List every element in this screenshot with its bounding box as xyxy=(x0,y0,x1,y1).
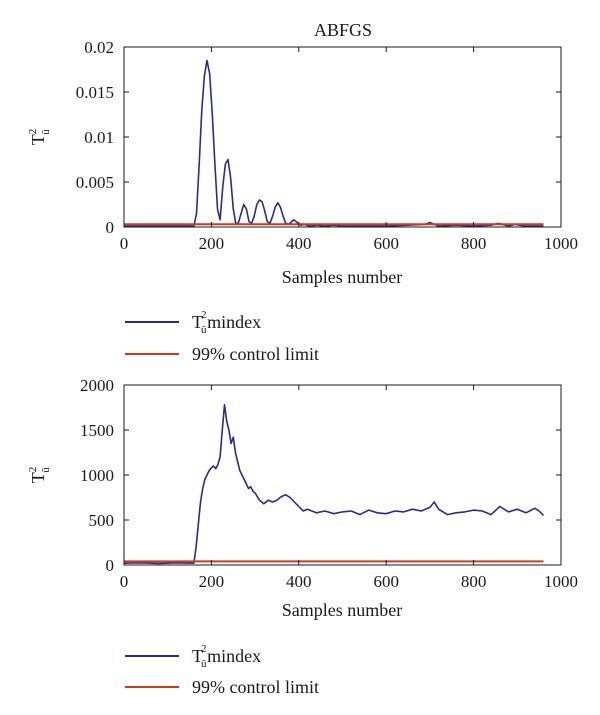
legend-statistic-bottom-text: T mindex xyxy=(192,646,261,666)
chart-bottom: 0 200 400 600 800 1000 0 500 1000 1500 2000 Sampl… xyxy=(27,376,578,697)
x-tick-label: 600 xyxy=(373,234,399,253)
y-axis-label-top-base: T xyxy=(28,134,48,145)
chart-title: ABFGS xyxy=(314,20,372,40)
series-statistic-line-top xyxy=(124,59,544,227)
svg-text:T2û: T2û xyxy=(27,129,52,146)
legend-statistic-bottom-sup: 2 xyxy=(201,643,207,655)
x-tick-label: 0 xyxy=(120,234,129,253)
x-tick-label: 800 xyxy=(461,234,487,253)
y-tick-label: 1000 xyxy=(80,466,114,485)
y-tick-label: 1500 xyxy=(80,421,114,440)
legend-statistic-top-sup: 2 xyxy=(201,309,207,321)
y-tick-label: 0.015 xyxy=(76,83,114,102)
x-tick-label: 1000 xyxy=(544,572,578,591)
svg-text:T2ũ: T2ũ xyxy=(27,467,52,484)
legend-statistic-top-sub: û xyxy=(201,324,207,336)
x-ticks-bottom: 0 200 400 600 800 1000 xyxy=(120,385,578,591)
axes-frame-bottom xyxy=(123,384,562,566)
legend-label-statistic-top: T mindex xyxy=(192,312,261,332)
x-tick-label: 1000 xyxy=(544,234,578,253)
y-tick-label: 0 xyxy=(106,218,115,237)
y-tick-label: 0 xyxy=(106,556,115,575)
x-tick-label: 0 xyxy=(120,572,129,591)
x-tick-label: 800 xyxy=(461,572,487,591)
x-tick-label: 200 xyxy=(199,234,225,253)
series-statistic-line-bottom xyxy=(123,403,545,565)
legend-label-statistic-bottom: T mindex xyxy=(192,646,261,666)
y-tick-label: 0.02 xyxy=(84,38,114,57)
y-ticks-top: 0 0.005 0.01 0.015 0.02 xyxy=(76,38,561,237)
y-axis-label-top: T2û xyxy=(27,129,52,146)
y-axis-label-top-sub: û xyxy=(40,129,52,135)
y-ticks-bottom: 0 500 1000 1500 2000 xyxy=(80,376,561,575)
axes-frame-top xyxy=(123,46,562,228)
chart-top: 0 200 400 600 800 1000 0 0.005 0.01 0.015 0.02 Sa… xyxy=(27,38,578,364)
y-axis-label-top-sup: 2 xyxy=(27,129,39,135)
x-tick-label: 600 xyxy=(373,572,399,591)
y-axis-label-bottom-sub: ũ xyxy=(40,467,52,473)
x-axis-label-bottom: Samples number xyxy=(282,600,402,620)
plot-area-top xyxy=(124,59,544,227)
legend-statistic-bottom-sub: ũ xyxy=(201,658,207,670)
y-tick-label: 0.01 xyxy=(84,128,114,147)
legend-bottom: T mindex 2 ũ 99% control limit xyxy=(125,643,319,697)
legend-top: T mindex 2 û 99% control limit xyxy=(125,309,319,364)
y-axis-label-bottom-sup: 2 xyxy=(27,467,39,473)
x-axis-label-top: Samples number xyxy=(282,267,402,287)
y-tick-label: 500 xyxy=(89,511,115,530)
x-tick-label: 400 xyxy=(286,572,312,591)
x-ticks-top: 0 200 400 600 800 1000 xyxy=(120,47,578,253)
legend-label-limit-bottom: 99% control limit xyxy=(192,677,319,697)
y-axis-label-bottom-base: T xyxy=(28,472,48,483)
legend-statistic-top-text: T mindex xyxy=(192,312,261,332)
legend-label-limit-top: 99% control limit xyxy=(192,344,319,364)
x-tick-label: 400 xyxy=(286,234,312,253)
y-tick-label: 0.005 xyxy=(76,173,114,192)
y-tick-label: 2000 xyxy=(80,376,114,395)
x-tick-label: 200 xyxy=(199,572,225,591)
plot-area-bottom xyxy=(123,403,545,565)
y-axis-label-bottom: T2ũ xyxy=(27,467,52,484)
